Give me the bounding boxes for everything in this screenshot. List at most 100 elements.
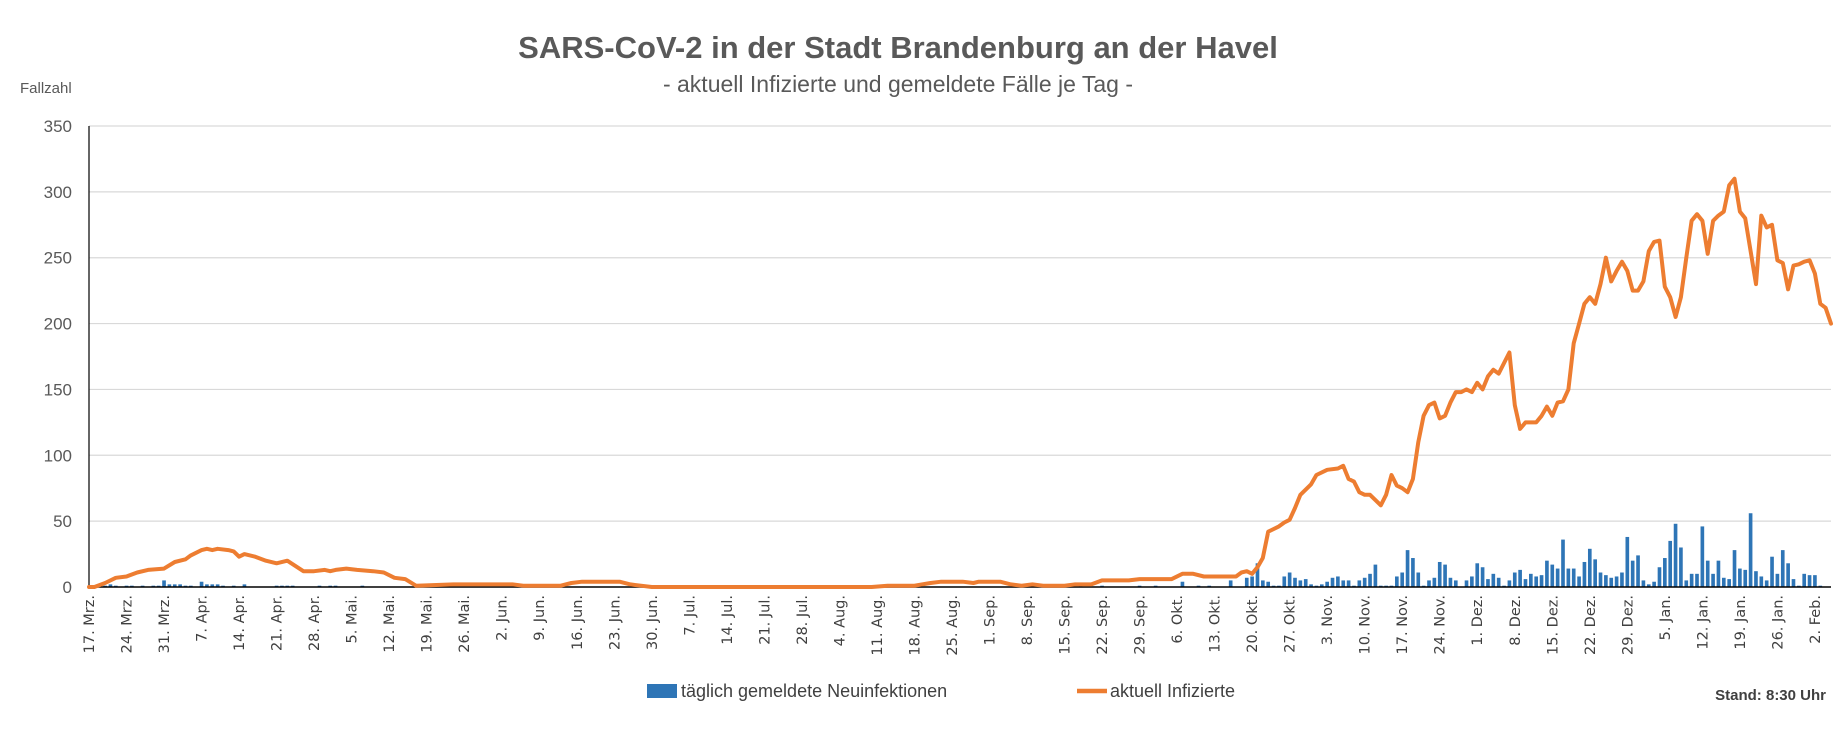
bar [1657, 567, 1662, 587]
bar [1266, 581, 1271, 587]
bar-series [103, 513, 1823, 587]
bar [1673, 523, 1678, 587]
bar [1395, 576, 1399, 587]
bar [1743, 569, 1748, 587]
x-tick-label: 12. Mai. [382, 595, 398, 653]
x-tick-label: 24. Nov. [1433, 595, 1449, 654]
x-tick-label: 21. Apr. [270, 595, 286, 651]
bar [1700, 526, 1705, 587]
x-tick-label: 12. Jan. [1695, 595, 1711, 650]
bar [1250, 576, 1254, 587]
chart-subtitle: - aktuell Infizierte und gemeldete Fälle… [663, 71, 1133, 97]
x-tick-label: 6. Okt. [1170, 595, 1186, 644]
x-tick-label: 19. Mai. [420, 595, 436, 653]
x-tick-label: 13. Okt. [1208, 595, 1224, 653]
bar [1518, 569, 1522, 587]
bar [1336, 576, 1340, 587]
bar [1738, 568, 1742, 587]
y-tick-label: 150 [44, 380, 72, 399]
legend-line-label: aktuell Infizierte [1110, 681, 1235, 701]
bar [1716, 560, 1721, 587]
x-tick-label: 18. Aug. [907, 595, 923, 656]
x-tick-label: 1. Dez. [1470, 595, 1486, 646]
bar [1464, 580, 1469, 587]
bar [1802, 573, 1807, 587]
y-axis-label: Fallzahl [20, 80, 72, 97]
bar [1486, 579, 1490, 587]
bar [1571, 568, 1576, 587]
bar [1416, 572, 1421, 587]
bar [1759, 576, 1764, 587]
bar [1341, 580, 1346, 587]
x-tick-label: 5. Mai. [345, 595, 361, 643]
bar [215, 584, 220, 587]
bar [1754, 571, 1758, 587]
bar [1577, 576, 1581, 587]
x-tick-label: 16. Jun. [570, 595, 586, 650]
y-tick-label: 100 [44, 446, 72, 465]
x-tick-label: 15. Sep. [1058, 595, 1074, 655]
bar [1555, 568, 1560, 587]
y-tick-label: 0 [63, 578, 72, 597]
bar [1786, 563, 1790, 587]
bar [1652, 581, 1656, 587]
x-tick-label: 27. Okt. [1283, 595, 1299, 653]
x-tick-label: 7. Jul. [682, 595, 698, 636]
legend: täglich gemeldete Neuinfektionen aktuell… [647, 681, 1235, 701]
bar [1636, 555, 1640, 587]
x-tick-label: 17. Nov. [1395, 595, 1411, 654]
bar [1587, 548, 1592, 587]
x-tick-label: 21. Jul. [757, 595, 773, 645]
legend-bar-label: täglich gemeldete Neuinfektionen [681, 681, 947, 701]
bar [1373, 564, 1378, 587]
bar [199, 581, 204, 587]
bar [1309, 584, 1313, 587]
bar [1357, 580, 1362, 587]
y-tick-label: 300 [44, 183, 72, 202]
x-tick-label: 4. Aug. [832, 595, 848, 646]
x-tick-label: 7. Apr. [195, 595, 211, 642]
bar [1550, 564, 1555, 587]
x-tick-label: 9. Jun. [532, 595, 548, 641]
gridlines [89, 125, 1831, 522]
x-tick-label: 20. Okt. [1245, 595, 1261, 653]
x-tick-label: 28. Apr. [307, 595, 323, 651]
bar [1775, 573, 1780, 587]
x-tick-label: 8. Dez. [1508, 595, 1524, 646]
bar [1427, 580, 1431, 587]
x-tick-label: 2. Jun. [495, 595, 511, 641]
x-tick-label: 5. Jan. [1658, 595, 1674, 640]
bar [1453, 580, 1458, 587]
x-tick-label: 24. Mrz. [120, 595, 136, 653]
bar [1261, 580, 1265, 587]
bar [1780, 550, 1785, 587]
bar [1529, 573, 1533, 587]
x-tick-label: 28. Jul. [795, 595, 811, 645]
x-tick-label: 26. Jan. [1770, 595, 1786, 650]
bar [1282, 576, 1287, 587]
bar [1319, 584, 1324, 587]
bar [205, 584, 209, 587]
bar [242, 584, 247, 587]
bar [1400, 572, 1405, 587]
bar [1646, 584, 1651, 587]
bar [1609, 577, 1614, 587]
bar [1346, 580, 1351, 587]
bar [1437, 561, 1442, 587]
bar [1480, 567, 1485, 587]
bar [1325, 581, 1329, 587]
bar [1770, 556, 1774, 587]
x-tick-label: 26. Mai. [457, 595, 473, 653]
x-tick-label: 15. Dez. [1545, 595, 1561, 655]
x-tick-label: 1. Sep. [982, 595, 998, 645]
bar [1695, 573, 1699, 587]
x-tick-label: 22. Sep. [1095, 595, 1111, 655]
bar [178, 584, 182, 587]
x-tick-label: 17. Mrz. [82, 595, 98, 653]
x-tick-label: 23. Jun. [607, 595, 623, 650]
timestamp-annotation: Stand: 8:30 Uhr [1715, 687, 1826, 704]
bar [1748, 513, 1753, 587]
bar [1663, 558, 1667, 587]
line-aktuell-infizierte [87, 176, 1833, 589]
